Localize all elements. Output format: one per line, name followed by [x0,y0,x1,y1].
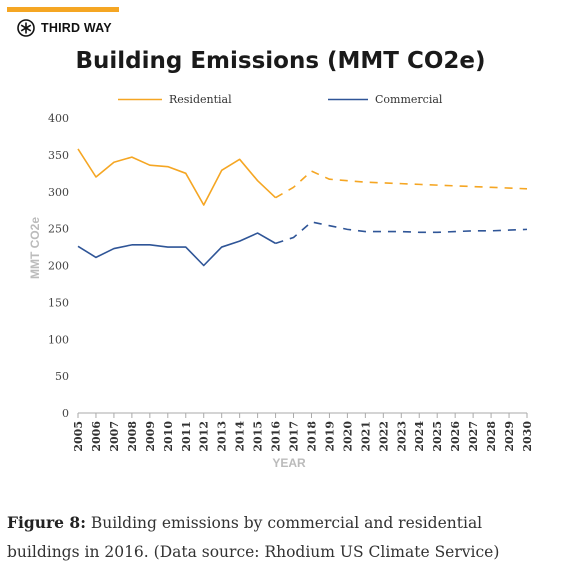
caption-text: Building emissions by commercial and res… [7,514,500,561]
y-tick-label: 100 [48,333,69,346]
y-tick-label: 300 [48,186,69,199]
x-tick-label: 2029 [503,421,516,452]
x-tick-label: 2027 [467,421,480,452]
chart-title: Building Emissions (MMT CO2e) [75,48,486,74]
x-tick-label: 2013 [216,421,229,452]
x-tick-label: 2018 [305,421,318,452]
y-tick-label: 150 [48,296,69,309]
x-tick-label: 2024 [413,421,426,452]
brand-logo: THIRD WAY [17,17,112,39]
x-tick-label: 2026 [449,421,462,452]
emissions-line-chart: 0 50 100 150 200 250 300 350 400 2005 2006 2007 2008… [28,93,534,470]
y-tick-label: 350 [48,149,69,162]
x-tick-label: 2005 [72,421,85,452]
x-tick-label: 2008 [126,421,139,452]
y-tick-label: 400 [48,112,69,125]
series-line-residential-projected [275,170,528,199]
series-line-commercial-projected [275,221,528,245]
third-way-logo-icon [17,19,35,37]
x-tick-label: 2015 [252,421,265,452]
x-tick-label: 2017 [288,421,301,452]
x-axis-title: YEAR [272,456,306,470]
x-tick-label: 2022 [377,421,390,452]
series-line-residential-historical [77,148,277,206]
x-tick-label: 2028 [485,421,498,452]
y-tick-label: 50 [55,370,69,383]
y-tick-label: 200 [48,260,69,273]
x-tick-label: 2009 [144,421,157,452]
x-tick-label: 2006 [90,421,103,452]
x-tick-label: 2023 [395,421,408,452]
brand-name: THIRD WAY [41,21,112,35]
x-tick-label: 2021 [359,421,372,452]
x-tick-label: 2020 [341,421,354,452]
x-tick-label: 2014 [234,421,247,452]
x-tick-label: 2011 [180,421,193,452]
brand-accent-bar [7,7,119,12]
series-line-commercial-historical [77,232,276,267]
y-tick-label: 0 [62,407,69,420]
legend-label-commercial: Commercial [375,93,443,106]
x-tick-label: 2007 [108,421,121,452]
x-tick-label: 2010 [162,421,175,452]
x-tick-label: 2019 [323,421,336,452]
x-tick-label: 2025 [431,421,444,452]
x-tick-label: 2016 [270,421,283,452]
x-tick-label: 2012 [198,421,211,452]
figure-caption: Figure 8: Building emissions by commerci… [7,508,555,567]
y-tick-label: 250 [48,223,69,236]
caption-label: Figure 8: [7,513,86,532]
y-axis-title: MMT CO2e [28,217,42,279]
legend-label-residential: Residential [169,93,232,106]
x-tick-label: 2030 [521,421,534,452]
